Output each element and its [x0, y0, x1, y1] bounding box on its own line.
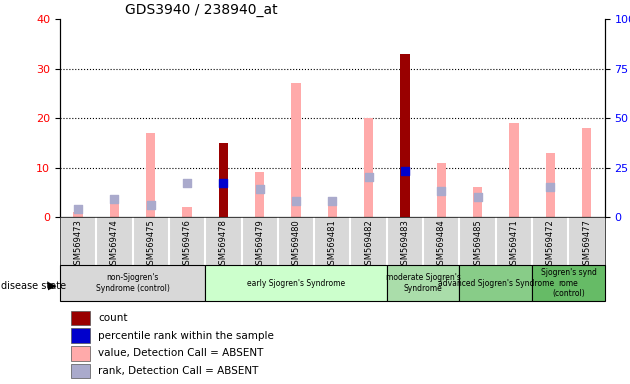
- Bar: [292, 83, 301, 217]
- Text: ▶: ▶: [49, 281, 57, 291]
- Text: GSM569485: GSM569485: [473, 219, 482, 270]
- Text: GSM569477: GSM569477: [582, 219, 591, 270]
- Bar: [510, 123, 518, 217]
- Text: disease state: disease state: [1, 281, 66, 291]
- Text: GSM569484: GSM569484: [437, 219, 446, 270]
- Bar: [437, 162, 446, 217]
- Point: [146, 202, 156, 208]
- Bar: [71, 346, 90, 361]
- Bar: [459, 265, 532, 301]
- Point: [218, 180, 228, 186]
- Bar: [532, 265, 605, 301]
- Bar: [401, 54, 410, 217]
- Bar: [110, 197, 119, 217]
- Text: GSM569476: GSM569476: [183, 219, 192, 270]
- Bar: [546, 153, 555, 217]
- Text: GSM569482: GSM569482: [364, 219, 373, 270]
- Point: [545, 184, 556, 190]
- Point: [255, 186, 265, 192]
- Point: [400, 169, 410, 175]
- Bar: [71, 328, 90, 343]
- Text: early Sjogren's Syndrome: early Sjogren's Syndrome: [247, 279, 345, 288]
- Text: non-Sjogren's
Syndrome (control): non-Sjogren's Syndrome (control): [96, 273, 169, 293]
- Text: GSM569471: GSM569471: [510, 219, 518, 270]
- Text: GSM569474: GSM569474: [110, 219, 119, 270]
- Text: GSM569483: GSM569483: [401, 219, 410, 270]
- Text: Sjogren's synd
rome
(control): Sjogren's synd rome (control): [541, 268, 597, 298]
- Bar: [255, 172, 264, 217]
- Point: [436, 188, 446, 194]
- Bar: [473, 187, 482, 217]
- Text: rank, Detection Call = ABSENT: rank, Detection Call = ABSENT: [98, 366, 258, 376]
- Bar: [219, 143, 228, 217]
- Text: GSM569472: GSM569472: [546, 219, 555, 270]
- Text: percentile rank within the sample: percentile rank within the sample: [98, 331, 274, 341]
- Bar: [364, 118, 373, 217]
- Text: moderate Sjogren's
Syndrome: moderate Sjogren's Syndrome: [386, 273, 461, 293]
- Point: [364, 174, 374, 180]
- Bar: [183, 207, 192, 217]
- Bar: [328, 202, 337, 217]
- Point: [291, 198, 301, 204]
- Text: GSM569475: GSM569475: [146, 219, 155, 270]
- Point: [182, 180, 192, 186]
- Text: GSM569473: GSM569473: [74, 219, 83, 270]
- Text: value, Detection Call = ABSENT: value, Detection Call = ABSENT: [98, 348, 263, 358]
- Bar: [74, 212, 83, 217]
- Text: GSM569479: GSM569479: [255, 219, 264, 270]
- Bar: [205, 265, 387, 301]
- Bar: [146, 133, 155, 217]
- Bar: [387, 265, 459, 301]
- Text: count: count: [98, 313, 127, 323]
- Bar: [71, 311, 90, 325]
- Text: advanced Sjogren's Syndrome: advanced Sjogren's Syndrome: [438, 279, 554, 288]
- Point: [110, 196, 120, 202]
- Bar: [71, 364, 90, 378]
- Point: [328, 198, 338, 204]
- Text: GSM569480: GSM569480: [292, 219, 301, 270]
- Point: [73, 206, 83, 212]
- Text: GDS3940 / 238940_at: GDS3940 / 238940_at: [125, 3, 278, 17]
- Point: [472, 194, 483, 200]
- Bar: [60, 265, 205, 301]
- Text: GSM569478: GSM569478: [219, 219, 228, 270]
- Bar: [582, 128, 591, 217]
- Text: GSM569481: GSM569481: [328, 219, 337, 270]
